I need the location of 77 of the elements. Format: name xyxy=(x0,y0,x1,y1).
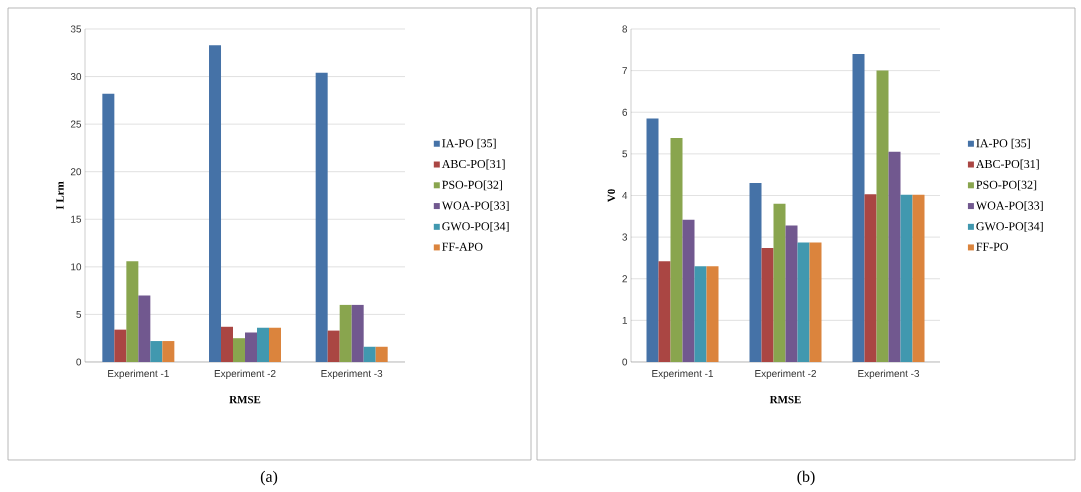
y-tick-label: 10 xyxy=(71,263,82,271)
x-axis-title: RMSE xyxy=(769,395,801,404)
y-tick-label: 15 xyxy=(71,215,82,223)
bar xyxy=(162,341,175,362)
y-tick-label: 6 xyxy=(622,108,628,116)
bar xyxy=(864,194,877,362)
y-tick-label: 5 xyxy=(622,150,628,158)
bar xyxy=(682,219,695,362)
legend-label: WOA-PO[33] xyxy=(975,201,1043,212)
x-tick-label: Experiment -2 xyxy=(755,369,817,380)
bar xyxy=(670,138,683,362)
bar xyxy=(150,341,163,362)
bar xyxy=(694,266,707,362)
bar xyxy=(876,70,889,362)
bar xyxy=(852,53,865,362)
bar xyxy=(773,203,786,362)
y-tick-label: 3 xyxy=(622,233,628,241)
bar xyxy=(315,72,328,362)
text: (a) xyxy=(260,470,278,486)
bar xyxy=(749,183,762,362)
x-tick-label: Experiment -1 xyxy=(108,369,169,380)
x-axis-title: RMSE xyxy=(229,395,261,404)
y-tick-label: 8 xyxy=(622,25,628,33)
y-tick-label: 7 xyxy=(622,67,627,75)
y-tick-label: 30 xyxy=(70,73,82,81)
bar xyxy=(785,225,798,362)
legend-label: GWO-PO[34] xyxy=(976,221,1043,232)
bar xyxy=(102,93,115,362)
y-tick-label: 35 xyxy=(70,25,82,33)
y-axis-title: I Lrm xyxy=(56,181,64,210)
bar xyxy=(797,242,810,362)
legend-label: FF-APO xyxy=(442,242,483,251)
bar xyxy=(269,327,282,362)
legend-label: WOA-PO[33] xyxy=(441,201,509,212)
legend-label: IA-PO [35] xyxy=(442,138,496,149)
bar xyxy=(706,266,719,362)
bar xyxy=(912,194,925,362)
bar xyxy=(646,118,659,362)
y-tick-label: 25 xyxy=(70,120,82,128)
bar xyxy=(900,194,913,362)
y-tick-label: 0 xyxy=(76,358,82,366)
y-tick-label: 2 xyxy=(622,275,627,283)
text: (b) xyxy=(797,470,815,486)
bar xyxy=(658,261,671,362)
bar xyxy=(114,329,127,362)
bar xyxy=(327,330,340,362)
x-tick-label: Experiment -1 xyxy=(652,369,714,380)
x-tick-label: Experiment -2 xyxy=(214,369,276,380)
legend-label: IA-PO [35] xyxy=(976,138,1030,149)
y-tick-label: 5 xyxy=(76,310,82,318)
bar xyxy=(809,242,822,362)
bar xyxy=(138,295,151,362)
bar xyxy=(363,346,376,362)
bar xyxy=(339,304,352,362)
legend-label: GWO-PO[34] xyxy=(442,221,509,232)
x-tick-label: Experiment -3 xyxy=(858,369,920,380)
x-tick-label: Experiment -3 xyxy=(321,369,383,380)
bar xyxy=(221,326,234,362)
y-tick-label: 0 xyxy=(622,358,628,366)
bar xyxy=(126,261,139,362)
bar xyxy=(233,338,246,362)
y-tick-label: 20 xyxy=(70,168,82,176)
legend-label: FF-PO xyxy=(976,242,1008,251)
bar xyxy=(888,151,901,362)
bar xyxy=(351,304,364,362)
bar xyxy=(761,247,774,362)
legend-label: ABC-PO[31] xyxy=(441,159,505,170)
legend-label: PSO-PO[32] xyxy=(442,180,503,191)
y-tick-label: 1 xyxy=(622,316,628,324)
y-tick-label: 4 xyxy=(622,192,628,199)
bar xyxy=(209,45,222,362)
bar xyxy=(245,332,258,362)
bar xyxy=(375,346,388,362)
legend-label: PSO-PO[32] xyxy=(976,180,1037,191)
legend-label: ABC-PO[31] xyxy=(976,159,1039,170)
y-axis-title: V0 xyxy=(607,189,616,203)
bar xyxy=(257,327,270,362)
